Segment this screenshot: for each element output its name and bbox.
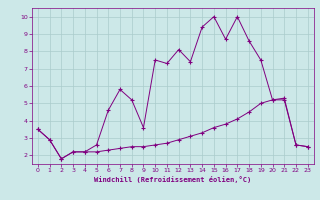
X-axis label: Windchill (Refroidissement éolien,°C): Windchill (Refroidissement éolien,°C) [94,176,252,183]
